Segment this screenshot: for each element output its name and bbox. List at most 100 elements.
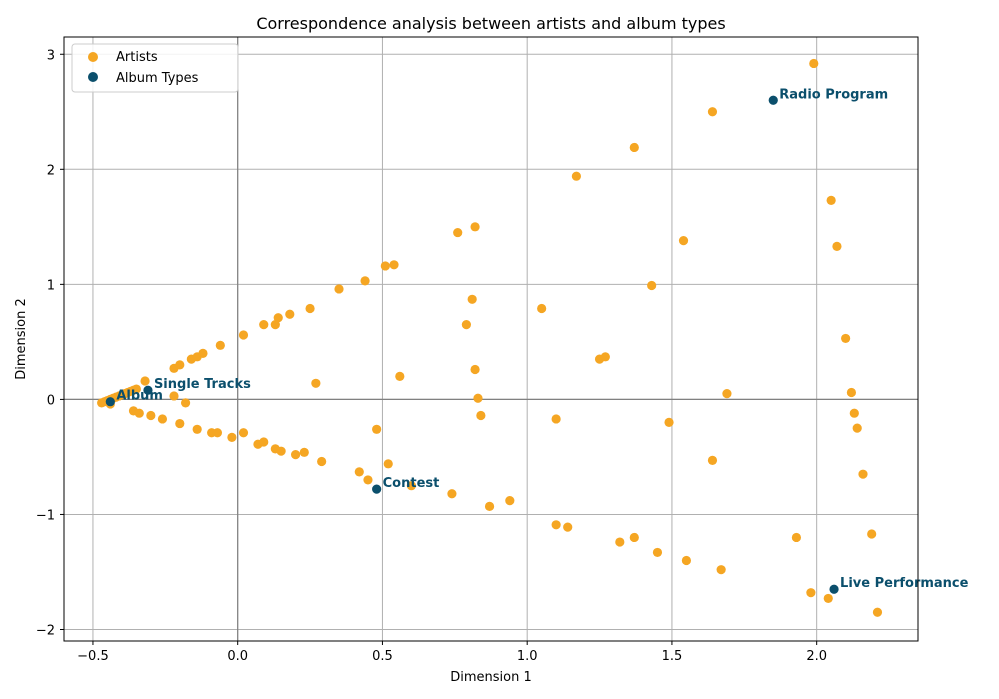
- album-type-point: [143, 385, 153, 395]
- y-tick-label: 1: [47, 278, 55, 293]
- zero-lines: [64, 37, 918, 641]
- artist-point: [629, 532, 639, 543]
- artist-point: [273, 313, 283, 323]
- y-axis-label: Dimension 2: [14, 298, 29, 380]
- artist-point: [131, 384, 141, 394]
- artist-point: [406, 481, 416, 491]
- artist-point: [146, 410, 156, 421]
- artist-point: [334, 284, 344, 294]
- artist-point: [134, 408, 144, 418]
- artist-point: [311, 378, 321, 388]
- artist-point: [707, 107, 718, 117]
- legend-label-artists: Artists: [116, 50, 158, 65]
- x-tick-label: −0.5: [77, 649, 109, 664]
- artist-point: [372, 424, 382, 434]
- artist-point: [615, 537, 625, 547]
- legend-marker-artists: [88, 52, 98, 62]
- y-tick-label: 2: [47, 163, 55, 178]
- artist-point: [664, 417, 674, 428]
- artist-point: [806, 588, 816, 598]
- artist-point: [227, 432, 237, 442]
- artist-point: [722, 389, 732, 399]
- artist-point: [259, 437, 269, 447]
- artist-point: [285, 309, 295, 319]
- artist-point: [140, 376, 150, 386]
- artist-point: [647, 280, 657, 291]
- x-axis-ticks: −0.5 0.0 0.5 1.0 1.5 2.0: [77, 641, 827, 664]
- album-type-point: [768, 95, 778, 105]
- artist-point: [363, 475, 373, 485]
- artist-point: [383, 459, 393, 469]
- legend-label-album-types: Album Types: [116, 71, 199, 86]
- artist-point: [470, 222, 480, 232]
- artist-point: [826, 195, 836, 205]
- annotation-label: Contest: [383, 476, 440, 491]
- artist-point: [629, 142, 639, 153]
- artist-point: [198, 348, 208, 358]
- artist-point: [872, 607, 883, 617]
- annotation-label: Album: [116, 389, 163, 404]
- annotation-label: Radio Program: [779, 87, 888, 102]
- artist-point: [867, 529, 877, 539]
- artist-point: [809, 58, 819, 69]
- y-tick-label: −1: [36, 508, 55, 523]
- annotation-label: Live Performance: [840, 576, 969, 591]
- artist-point: [447, 489, 457, 499]
- artist-point: [505, 496, 515, 506]
- artist-point: [476, 410, 486, 421]
- artist-point: [215, 340, 225, 350]
- artist-point: [175, 418, 185, 429]
- artist-point: [600, 352, 610, 362]
- artist-point: [652, 547, 663, 558]
- artist-point: [276, 446, 286, 456]
- artist-point: [299, 447, 309, 457]
- album-type-point: [372, 484, 382, 494]
- annotation-label: Single Tracks: [154, 377, 251, 392]
- artist-point: [461, 320, 471, 330]
- artist-point: [290, 450, 301, 460]
- y-tick-label: 0: [47, 393, 55, 408]
- artist-point: [453, 227, 463, 238]
- y-tick-label: 3: [47, 48, 55, 63]
- artist-point: [846, 387, 857, 398]
- x-axis-label: Dimension 1: [450, 670, 532, 685]
- artist-point: [212, 428, 223, 438]
- artist-point: [169, 391, 179, 401]
- x-tick-label: 2.0: [806, 649, 827, 664]
- artist-point: [537, 303, 547, 314]
- artist-point: [551, 414, 561, 424]
- legend-box: [71, 43, 239, 93]
- artist-point: [238, 428, 249, 438]
- artist-point: [823, 593, 833, 604]
- artist-point: [180, 398, 191, 408]
- y-axis-ticks: −2 −1 0 1 2 3: [36, 48, 64, 638]
- artist-point: [395, 371, 405, 381]
- artist-point: [317, 456, 327, 467]
- artist-point: [681, 555, 692, 566]
- legend: Artists Album Types: [71, 43, 239, 93]
- artist-point: [380, 261, 390, 271]
- legend-marker-album-types: [88, 72, 98, 82]
- chart-title: Correspondence analysis between artists …: [256, 14, 725, 33]
- artist-point: [571, 171, 582, 181]
- artist-point: [832, 241, 842, 251]
- album-type-point: [829, 584, 839, 594]
- artist-point: [270, 320, 280, 330]
- artist-point: [473, 393, 483, 403]
- album-type-point: [105, 397, 115, 407]
- artist-point: [192, 424, 202, 434]
- artist-point: [259, 320, 269, 330]
- artist-point: [849, 408, 859, 418]
- artist-point: [852, 423, 862, 433]
- y-tick-label: −2: [36, 623, 55, 638]
- x-tick-label: 1.0: [517, 649, 538, 664]
- artist-point: [305, 303, 315, 314]
- artist-point: [563, 522, 573, 532]
- data-points: [97, 58, 883, 617]
- artist-point: [238, 330, 249, 340]
- artist-point: [354, 467, 364, 477]
- artist-point: [484, 501, 495, 511]
- x-tick-label: 0.0: [227, 649, 248, 664]
